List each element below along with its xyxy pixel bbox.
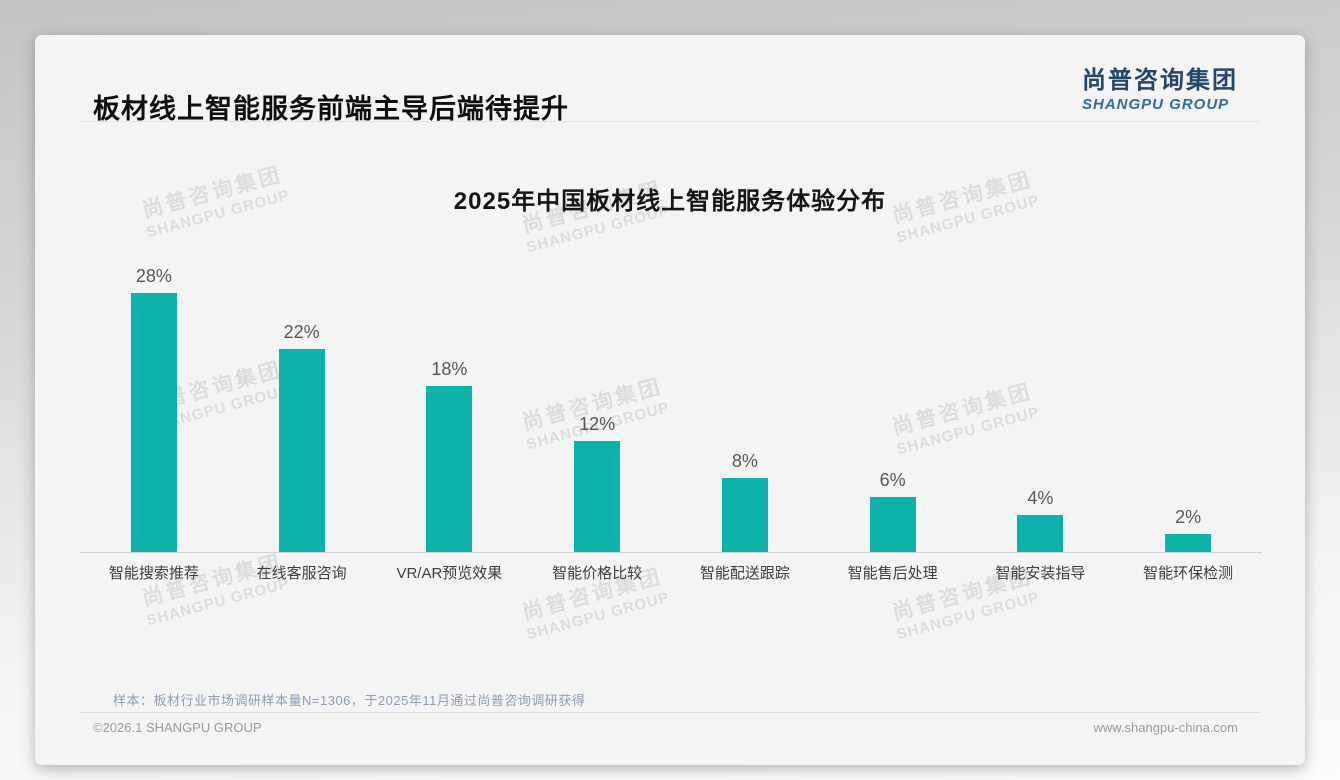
bar-value-label: 22% [283, 321, 320, 342]
chart-title: 2025年中国板材线上智能服务体验分布 [453, 188, 887, 215]
bar-value-label: 4% [1027, 488, 1054, 508]
bar-value-label: 28% [135, 266, 172, 286]
logo-text-en: SHANGPU GROUP [1082, 96, 1230, 113]
x-axis-line [80, 552, 1262, 553]
logo-text-cn: 尚普咨询集团 [1082, 67, 1238, 94]
company-logo: 尚普咨询集团 SHANGPU GROUP [1082, 60, 1238, 113]
watermark-text-en: SHANGPU GROUP [894, 589, 1042, 644]
watermark-text-en: SHANGPU GROUP [524, 589, 672, 644]
bar-group: 12% [523, 255, 671, 552]
bar [1017, 515, 1064, 552]
bar-value-label: 2% [1175, 506, 1202, 527]
bar-chart: 28% 22% 18% 12% 8% 6% 4% 2% [80, 255, 1262, 552]
footer-website: www.shangpu-china.com [1093, 720, 1238, 735]
bar-value-label: 18% [431, 358, 468, 379]
bar [130, 293, 177, 552]
footer: ©2026.1 SHANGPU GROUP www.shangpu-china.… [93, 720, 1238, 735]
footer-divider [80, 712, 1260, 713]
bar [721, 478, 768, 552]
bar-value-label: 6% [879, 469, 906, 490]
footer-copyright: ©2026.1 SHANGPU GROUP [93, 720, 262, 735]
bar-group: 4% [967, 255, 1115, 552]
x-axis-label: 智能价格比较 [552, 565, 643, 582]
bar-value-label: 8% [731, 451, 758, 471]
x-axis-labels: 智能搜索推荐 在线客服咨询 VR/AR预览效果 智能价格比较 智能配送跟踪 智能售后处理 智… [80, 562, 1262, 583]
x-axis-label: 智能安装指导 [995, 565, 1086, 582]
x-axis-label: 智能环保检测 [1143, 565, 1234, 582]
x-axis-label: 在线客服咨询 [256, 565, 347, 582]
bar-group: 8% [671, 255, 819, 552]
bar [426, 385, 473, 552]
x-axis-label: VR/AR预览效果 [396, 565, 503, 582]
header-divider [80, 121, 1260, 122]
x-axis-label: 智能配送跟踪 [699, 565, 790, 582]
sample-note: 样本：板材行业市场调研样本量N=1306，于2025年11月通过尚普咨询调研获得 [113, 693, 586, 708]
bar-group: 2% [1114, 255, 1262, 552]
page-title: 板材线上智能服务前端主导后端待提升 [93, 94, 569, 124]
bar-group: 28% [80, 255, 228, 552]
bar [869, 496, 916, 552]
slide-card: 尚普咨询集团 SHANGPU GROUP 尚普咨询集团 SHANGPU GROUP 尚普… [35, 35, 1305, 765]
x-axis-label: 智能搜索推荐 [108, 565, 199, 582]
bar [574, 441, 621, 552]
x-axis-label: 智能售后处理 [847, 565, 938, 582]
bar-value-label: 12% [579, 414, 616, 434]
bar-group: 6% [819, 255, 967, 552]
bar [278, 348, 325, 552]
watermark: 尚普咨询集团 SHANGPU GROUP [117, 544, 312, 637]
bar [1165, 533, 1212, 552]
bar-group: 18% [376, 255, 524, 552]
bar-group: 22% [228, 255, 376, 552]
